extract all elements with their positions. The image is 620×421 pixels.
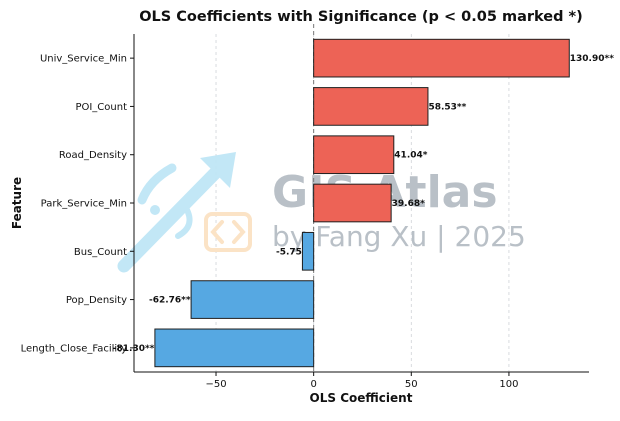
bar — [313, 183, 392, 223]
x-tick-label: 0 — [310, 379, 316, 390]
x-tick-labels: −50 0 50 100 — [205, 372, 518, 390]
y-tick-label: Bus_Count — [74, 247, 127, 258]
bar — [313, 135, 395, 175]
x-tick-label: 100 — [499, 379, 518, 390]
watermark-code-icon — [204, 212, 252, 252]
data-label: 130.90** — [570, 54, 614, 64]
data-label: -5.75 — [276, 247, 302, 257]
chart-title: OLS Coefficients with Significance (p < … — [139, 9, 583, 25]
y-tick-label: Pop_Density — [66, 295, 127, 306]
data-label: 41.04* — [394, 151, 427, 161]
bar — [301, 231, 315, 271]
y-tick-label: POI_Count — [75, 102, 127, 113]
x-tick-label: 50 — [405, 379, 418, 390]
bar — [313, 87, 429, 126]
x-axis-title: OLS Coefficient — [310, 391, 413, 405]
x-tick-label: −50 — [205, 379, 226, 390]
bar — [154, 328, 315, 368]
y-tick-label: Univ_Service_Min — [40, 54, 127, 65]
bar — [313, 38, 570, 78]
y-tick-labels: Univ_Service_Min POI_Count Road_Density Par… — [21, 54, 134, 354]
watermark-arrow-icon — [117, 152, 236, 273]
bar — [190, 280, 315, 319]
watermark-subtitle: by Fang Xu | 2025 — [272, 220, 526, 253]
y-tick-label: Length_Close_Facility — [21, 343, 127, 354]
data-label: -62.76** — [149, 296, 191, 306]
bars — [154, 38, 570, 368]
data-label: 39.68* — [392, 199, 425, 209]
y-axis-title: Feature — [10, 177, 24, 229]
y-tick-label: Park_Service_Min — [41, 199, 127, 210]
data-label: 58.53** — [428, 102, 466, 112]
y-tick-label: Road_Density — [59, 150, 127, 161]
